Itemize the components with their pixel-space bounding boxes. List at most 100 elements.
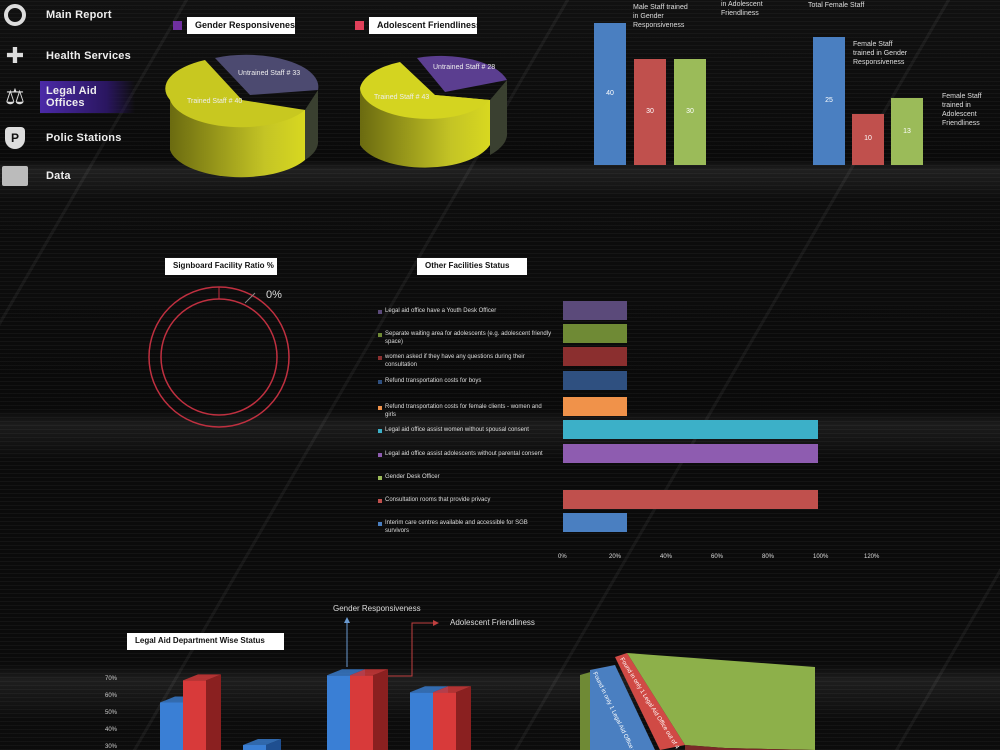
y-tick-label: 30% bbox=[105, 744, 118, 750]
sidebar-item-polic-stations[interactable]: P Polic Stations bbox=[0, 124, 128, 152]
bar-3d bbox=[183, 674, 221, 750]
pie-slice-green bbox=[627, 653, 815, 750]
bar-value-label: 40 bbox=[606, 90, 614, 97]
pie-gender-chart bbox=[165, 54, 319, 178]
bar-value-label: 25 bbox=[825, 97, 833, 104]
bar-value-label: 13 bbox=[903, 127, 911, 135]
x-tick-label: 100% bbox=[813, 554, 829, 560]
legend-swatch bbox=[378, 476, 382, 480]
scales-icon: ⚖ bbox=[5, 84, 25, 109]
pie-untrained-side bbox=[305, 90, 319, 160]
sidebar-item-data[interactable]: Data bbox=[0, 162, 77, 190]
pie-untrained-label: Untrained Staff # 33 bbox=[238, 70, 301, 77]
legend-swatch bbox=[378, 406, 382, 410]
legend-label: Separate waiting area for adolescents (e… bbox=[385, 331, 552, 345]
legend-item: Gender Desk Officer bbox=[378, 473, 553, 481]
sidebar-item-main-report[interactable]: Main Report bbox=[0, 1, 118, 29]
pie-adolescent-chart bbox=[360, 55, 508, 168]
callout-label: Female Staff trained in Adolescent Frien… bbox=[942, 93, 982, 127]
sidebar-item-legal-aid-offices[interactable]: ⚖ Legal Aid Offices bbox=[0, 81, 135, 113]
legend-label: Consultation rooms that provide privacy bbox=[385, 497, 491, 503]
legend-swatch bbox=[173, 21, 182, 30]
x-tick-label: 0% bbox=[558, 554, 567, 560]
pie-slice-trained bbox=[360, 62, 490, 119]
legend-swatch bbox=[378, 380, 382, 384]
department-chart-svg: 70% 60% 50% 40% 30% bbox=[105, 617, 471, 750]
y-tick-label: 70% bbox=[105, 676, 118, 682]
legend-item: Legal aid office assist adolescents with… bbox=[378, 450, 553, 458]
bar: 13 bbox=[891, 98, 923, 165]
y-tick-label: 40% bbox=[105, 727, 118, 733]
facility-bar bbox=[563, 347, 627, 366]
legend-label: Interim care centres available and acces… bbox=[385, 520, 528, 534]
y-tick-label: 50% bbox=[105, 710, 118, 716]
pie-adolescent-title: Adolescent Friendliness bbox=[369, 17, 481, 34]
signboard-donut bbox=[148, 286, 290, 428]
legend-label: Gender Desk Officer bbox=[385, 474, 440, 480]
legend-item: Refund transportation costs for female c… bbox=[378, 403, 553, 419]
folder-icon bbox=[0, 162, 30, 190]
facility-bar bbox=[563, 301, 627, 320]
pie-gender-title: Gender Responsiveness bbox=[187, 17, 300, 34]
facility-bar bbox=[563, 324, 627, 343]
facility-bar bbox=[563, 371, 627, 390]
legend-item: Refund transportation costs for boys bbox=[378, 377, 553, 385]
bar: 30 bbox=[674, 58, 706, 165]
signboard-title: Signboard Facility Ratio % bbox=[165, 258, 277, 275]
pie-untrained-side bbox=[490, 80, 508, 155]
x-tick-label: 80% bbox=[762, 554, 775, 560]
pie-slice-red bbox=[615, 653, 685, 750]
facility-bar bbox=[563, 397, 627, 416]
signboard-value: 0% bbox=[266, 289, 282, 301]
bar-3d bbox=[243, 739, 281, 750]
legend-item: Interim care centres available and acces… bbox=[378, 519, 553, 535]
legend-label: Refund transportation costs for female c… bbox=[385, 404, 542, 418]
department-chart-title: Legal Aid Department Wise Status bbox=[127, 633, 284, 650]
bottom-pie-chart: Found in only 1 Legal Aid Office out of … bbox=[580, 653, 815, 750]
sidebar-item-label: Polic Stations bbox=[46, 132, 122, 144]
facility-bar bbox=[563, 513, 627, 532]
x-tick-label: 20% bbox=[609, 554, 622, 560]
callout-label: in Adolescent Friendliness bbox=[721, 1, 763, 17]
bar-value-label: 30 bbox=[686, 107, 694, 115]
legend-label: Legal aid office have a Youth Desk Offic… bbox=[385, 308, 497, 314]
legend-label: Legal aid office assist adolescents with… bbox=[385, 451, 543, 457]
legend-swatch bbox=[378, 429, 382, 433]
pie-untrained-label: Untrained Staff # 28 bbox=[433, 64, 496, 71]
bar: 40 bbox=[594, 23, 626, 165]
legend-item: Consultation rooms that provide privacy bbox=[378, 496, 553, 504]
x-tick-label: 60% bbox=[711, 554, 724, 560]
legend-item: Legal aid office have a Youth Desk Offic… bbox=[378, 307, 553, 315]
pie-trained-label: Trained Staff # 43 bbox=[374, 94, 430, 101]
legend-item: women asked if they have any questions d… bbox=[378, 353, 553, 369]
bar-value-label: 30 bbox=[646, 107, 654, 115]
legend-swatch bbox=[378, 333, 382, 337]
pie-slice-untrained bbox=[417, 55, 507, 92]
bar-3d bbox=[350, 669, 388, 750]
series-label-gender: Gender Responsiveness bbox=[333, 604, 421, 613]
legend-label: Refund transportation costs for boys bbox=[385, 378, 482, 384]
ring-icon bbox=[0, 1, 30, 29]
sidebar-item-label: Data bbox=[46, 170, 71, 182]
pie-slice-untrained bbox=[215, 54, 319, 95]
facility-bar bbox=[563, 420, 818, 439]
series-label-adolescent: Adolescent Friendliness bbox=[450, 618, 535, 627]
bar: 25 bbox=[813, 37, 845, 165]
other-facilities-title: Other Facilities Status bbox=[417, 258, 527, 275]
legend-swatch bbox=[378, 499, 382, 503]
legend-label: women asked if they have any questions d… bbox=[385, 354, 525, 368]
legend-swatch bbox=[378, 356, 382, 360]
bar: 30 bbox=[634, 58, 666, 165]
callout-label: Male Staff trained in Gender Responsiven… bbox=[633, 4, 688, 29]
legend-swatch bbox=[355, 21, 364, 30]
facility-bar bbox=[563, 444, 818, 463]
pie-slice-blue bbox=[590, 665, 655, 750]
legend-item: Legal aid office assist women without sp… bbox=[378, 426, 553, 434]
sidebar-item-health-services[interactable]: ✚ Health Services bbox=[0, 42, 137, 70]
x-tick-label: 120% bbox=[864, 554, 880, 560]
callout-label: Female Staff trained in Gender Responsiv… bbox=[853, 41, 908, 66]
medical-cross-hands-icon: ✚ bbox=[5, 43, 25, 68]
police-badge-icon: P bbox=[0, 124, 30, 152]
legend-label: Legal aid office assist women without sp… bbox=[385, 427, 529, 433]
sidebar-item-label: Legal Aid Offices bbox=[40, 81, 135, 113]
